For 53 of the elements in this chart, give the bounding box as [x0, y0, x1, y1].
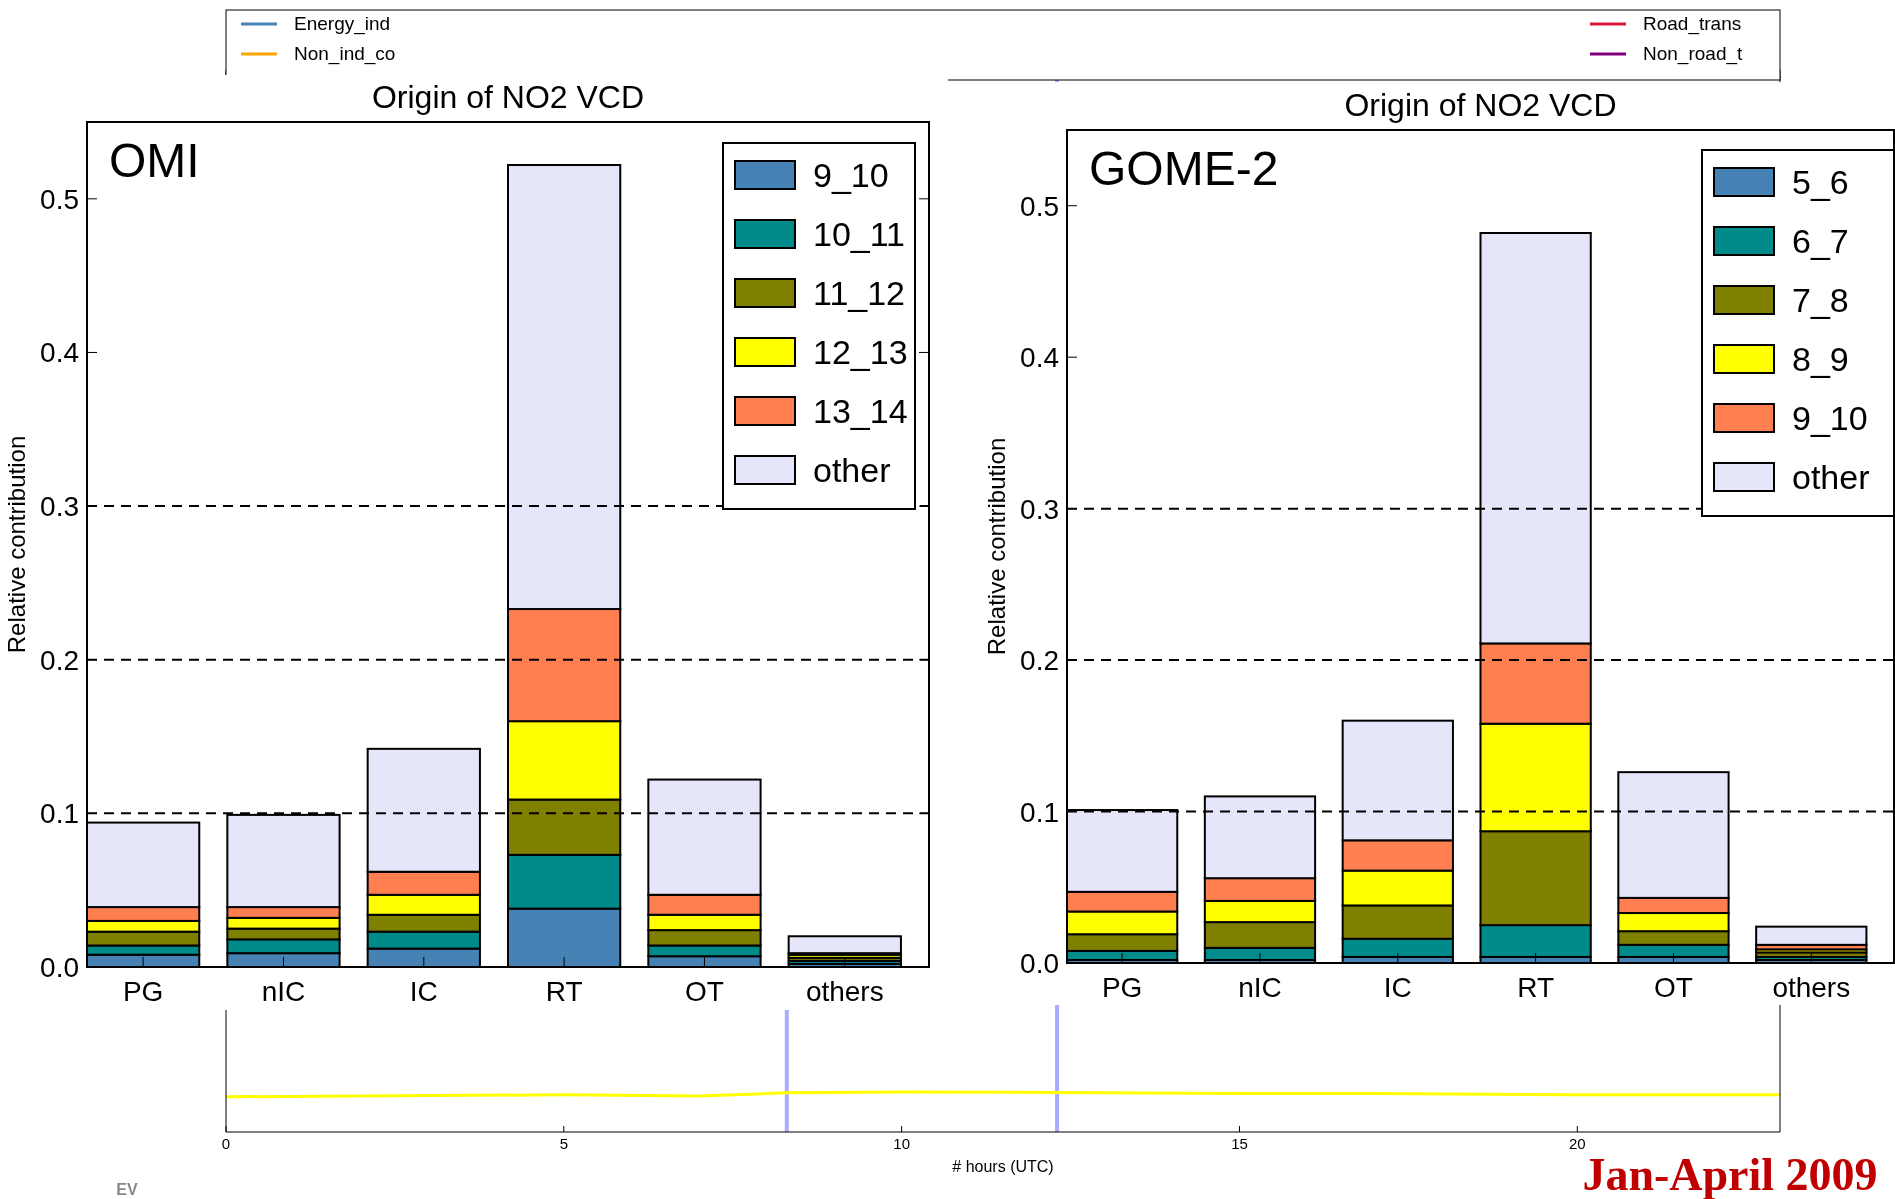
y-tick-label: 0.0: [40, 952, 79, 983]
y-tick-label: 0.0: [1020, 948, 1059, 979]
legend-label: 8_9: [1792, 340, 1849, 378]
x-tick-label: PG: [122, 976, 164, 1007]
y-tick-label: 0.4: [1020, 342, 1059, 374]
x-tick-label: 20: [1568, 1135, 1586, 1152]
x-tick-label: others: [1772, 972, 1851, 1003]
y-tick-label: 0.4: [40, 337, 79, 369]
y-tick-label: 0.3: [40, 491, 79, 523]
y-tick-label: 0.5: [40, 183, 79, 215]
y-tick-label: 0.1: [1020, 796, 1059, 828]
x-tick-label: nIC: [1238, 972, 1282, 1003]
x-tick-label: others: [805, 976, 884, 1007]
legend-label: other: [1792, 458, 1870, 496]
annotation: OMI: [109, 134, 200, 187]
y-tick-label: 0.2: [1020, 645, 1059, 677]
text: EV: [116, 1181, 138, 1198]
legend-label: 12_13: [813, 333, 908, 371]
x-tick-label: PG: [1101, 972, 1143, 1003]
legend-label: 9_10: [1792, 399, 1868, 437]
x-tick-label: OT: [685, 976, 724, 1007]
legend-label: 7_8: [1792, 281, 1849, 319]
legend-label: Non_ind_co: [294, 43, 396, 65]
x-tick-label: 15: [1231, 1135, 1248, 1152]
x-tick-label: IC: [409, 976, 438, 1007]
x-tick-label: IC: [1383, 972, 1412, 1003]
legend-label: Energy_ind: [294, 13, 391, 35]
y-axis-title: Relative contribution: [3, 435, 30, 654]
legend-label: 9_10: [813, 156, 889, 194]
legend-label: 13_14: [813, 392, 908, 430]
y-tick-label: 0.2: [40, 644, 79, 676]
x-tick-label: RT: [1517, 972, 1555, 1003]
annotation: GOME-2: [1089, 142, 1279, 195]
x-axis-title: # hours (UTC): [952, 1158, 1054, 1175]
legend-label: 11_12: [813, 274, 906, 312]
x-tick-label: 5: [559, 1135, 568, 1152]
x-tick-label: 10: [893, 1135, 910, 1152]
legend-label: Non_road_t: [1643, 43, 1744, 65]
x-tick-label: nIC: [261, 976, 306, 1007]
y-tick-label: 0.3: [1020, 493, 1059, 525]
legend-label: Road_trans: [1643, 13, 1742, 35]
chart-title: Origin of NO2 VCD: [1344, 87, 1617, 123]
x-tick-label: RT: [545, 976, 583, 1007]
y-tick-label: 0.1: [40, 798, 79, 830]
y-tick-label: 0.5: [1020, 190, 1059, 222]
x-tick-label: 0: [221, 1135, 231, 1152]
y-axis-title: Relative contribution: [983, 437, 1010, 656]
legend-label: 5_6: [1792, 163, 1849, 201]
legend-label: 10_11: [813, 215, 906, 253]
legend-label: other: [813, 451, 891, 489]
x-tick-label: OT: [1654, 972, 1693, 1003]
legend-label: 6_7: [1792, 222, 1849, 260]
chart-title: Origin of NO2 VCD: [371, 79, 645, 115]
